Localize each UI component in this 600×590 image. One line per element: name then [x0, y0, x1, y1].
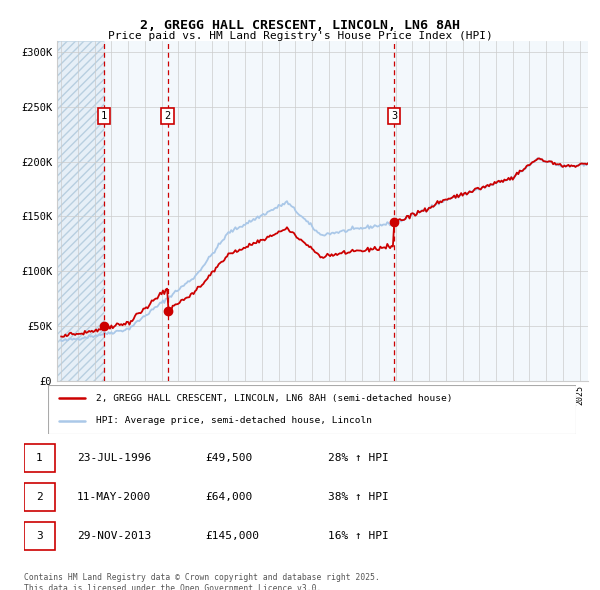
Text: 3: 3	[36, 531, 43, 541]
Text: 2, GREGG HALL CRESCENT, LINCOLN, LN6 8AH: 2, GREGG HALL CRESCENT, LINCOLN, LN6 8AH	[140, 19, 460, 32]
Text: 11-MAY-2000: 11-MAY-2000	[77, 492, 151, 502]
Text: 16% ↑ HPI: 16% ↑ HPI	[328, 531, 389, 541]
Text: 29-NOV-2013: 29-NOV-2013	[77, 531, 151, 541]
Text: 2: 2	[164, 111, 170, 121]
Text: 3: 3	[391, 111, 397, 121]
Text: £49,500: £49,500	[205, 453, 253, 463]
Text: £145,000: £145,000	[205, 531, 259, 541]
Text: 2: 2	[36, 492, 43, 502]
Bar	[57, 41, 104, 381]
Text: 2, GREGG HALL CRESCENT, LINCOLN, LN6 8AH (semi-detached house): 2, GREGG HALL CRESCENT, LINCOLN, LN6 8AH…	[95, 394, 452, 403]
Text: 1: 1	[101, 111, 107, 121]
Text: Price paid vs. HM Land Registry's House Price Index (HPI): Price paid vs. HM Land Registry's House …	[107, 31, 493, 41]
FancyBboxPatch shape	[48, 385, 576, 434]
Text: HPI: Average price, semi-detached house, Lincoln: HPI: Average price, semi-detached house,…	[95, 416, 371, 425]
Bar	[104, 41, 588, 381]
Bar	[57, 41, 104, 381]
Text: 1: 1	[36, 453, 43, 463]
FancyBboxPatch shape	[24, 444, 55, 472]
Text: 28% ↑ HPI: 28% ↑ HPI	[328, 453, 389, 463]
Text: 23-JUL-1996: 23-JUL-1996	[77, 453, 151, 463]
FancyBboxPatch shape	[24, 483, 55, 511]
Text: £64,000: £64,000	[205, 492, 253, 502]
Text: Contains HM Land Registry data © Crown copyright and database right 2025.
This d: Contains HM Land Registry data © Crown c…	[24, 573, 380, 590]
Text: 38% ↑ HPI: 38% ↑ HPI	[328, 492, 389, 502]
FancyBboxPatch shape	[24, 522, 55, 550]
